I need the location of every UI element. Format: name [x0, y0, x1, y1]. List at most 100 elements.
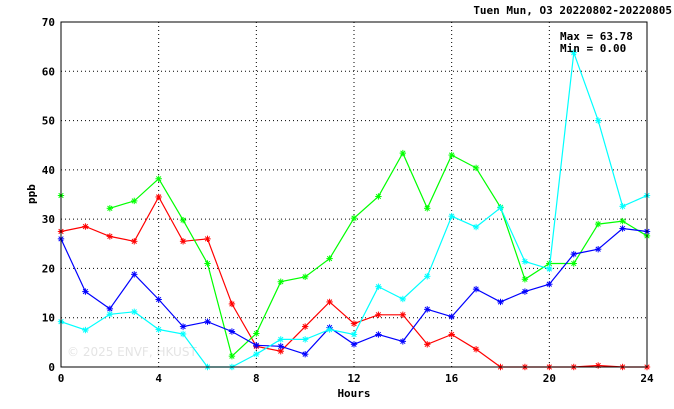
data-point — [155, 296, 162, 303]
data-point — [521, 288, 529, 295]
data-point — [375, 283, 382, 290]
max-label: Max = 63.78 — [560, 30, 633, 43]
data-point — [301, 336, 309, 343]
data-point — [521, 258, 529, 265]
data-point — [106, 305, 114, 313]
data-point — [82, 223, 89, 230]
data-point — [204, 260, 211, 267]
data-point — [521, 276, 529, 283]
y-tick-label: 0 — [48, 361, 55, 374]
y-axis-title: ppb — [25, 184, 38, 204]
data-point — [106, 205, 114, 212]
y-tick-label: 10 — [42, 312, 55, 325]
min-label: Min = 0.00 — [560, 42, 626, 55]
data-point — [228, 300, 236, 308]
data-point — [399, 295, 407, 303]
data-point — [570, 260, 577, 267]
data-point — [497, 298, 504, 306]
data-point — [497, 204, 504, 212]
chart-title: Tuen Mun, O3 20220802-20220805 — [473, 4, 672, 17]
data-point — [619, 225, 626, 232]
data-point — [594, 246, 602, 253]
data-point — [326, 255, 333, 262]
plot-frame — [60, 21, 648, 368]
series-2 — [57, 149, 651, 360]
data-point — [350, 331, 358, 338]
data-point — [472, 346, 480, 353]
data-point — [82, 288, 89, 295]
data-point — [106, 233, 114, 240]
watermark: © 2025 ENVF, HKUST — [67, 345, 197, 359]
data-point — [594, 220, 602, 228]
data-point — [204, 235, 211, 243]
data-point — [179, 238, 187, 245]
data-point — [375, 193, 382, 200]
data-point — [448, 151, 455, 159]
data-point — [350, 320, 358, 327]
grid — [61, 22, 647, 367]
data-point — [131, 308, 138, 315]
data-point — [326, 298, 333, 306]
data-point — [448, 212, 455, 220]
x-tick-label: 20 — [543, 372, 556, 385]
data-point — [472, 164, 480, 172]
data-point — [399, 338, 407, 345]
data-point — [326, 326, 333, 333]
y-tick-label: 50 — [42, 115, 55, 128]
data-point — [375, 331, 382, 338]
data-point — [277, 278, 284, 285]
x-tick-label: 12 — [347, 372, 360, 385]
series-line — [60, 52, 648, 368]
data-point — [253, 350, 260, 358]
data-point — [594, 117, 602, 124]
y-tick-label: 20 — [42, 262, 55, 275]
y-tick-label: 70 — [42, 16, 55, 29]
y-tick-label: 40 — [42, 164, 55, 177]
data-point — [106, 311, 114, 318]
data-point — [424, 341, 431, 348]
data-point — [399, 311, 407, 318]
data-point — [204, 318, 211, 325]
x-tick-label: 16 — [445, 372, 459, 385]
data-point — [179, 216, 187, 224]
data-point — [228, 352, 236, 360]
data-point — [570, 49, 577, 56]
series-3 — [57, 225, 651, 358]
data-point — [448, 313, 455, 320]
data-point — [301, 273, 309, 281]
data-point — [570, 250, 577, 258]
data-point — [277, 343, 284, 350]
data-point — [277, 336, 284, 343]
x-tick-label: 4 — [155, 372, 162, 385]
data-point — [350, 214, 358, 222]
data-point — [131, 238, 138, 245]
data-point — [228, 328, 236, 335]
data-point — [301, 350, 309, 358]
data-point — [448, 331, 455, 338]
data-point — [375, 311, 382, 318]
series-layer — [57, 49, 651, 371]
data-point — [619, 203, 626, 210]
y-tick-label: 30 — [42, 213, 55, 226]
series-4 — [57, 49, 651, 371]
data-point — [472, 223, 480, 231]
data-point — [155, 175, 162, 182]
data-point — [594, 362, 602, 369]
data-point — [424, 273, 431, 280]
x-tick-label: 24 — [640, 372, 654, 385]
data-point — [301, 323, 309, 330]
data-point — [424, 306, 431, 313]
x-tick-label: 8 — [253, 372, 260, 385]
data-point — [155, 326, 162, 333]
data-point — [399, 149, 407, 157]
x-tick-label: 0 — [58, 372, 65, 385]
data-point — [131, 271, 138, 278]
y-tick-label: 60 — [42, 65, 55, 78]
data-point — [253, 330, 260, 337]
data-point — [131, 197, 138, 205]
data-point — [350, 341, 358, 348]
data-point — [424, 205, 431, 212]
data-point — [546, 281, 553, 288]
data-point — [619, 217, 626, 225]
